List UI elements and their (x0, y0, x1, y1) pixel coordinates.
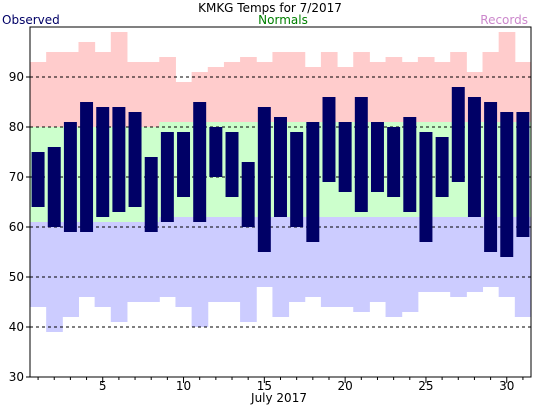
chart-title: KMKG Temps for 7/2017 (198, 1, 342, 15)
x-tick-label-30: 30 (499, 379, 514, 393)
observed-bar-day-9 (160, 132, 174, 222)
record-high-band-day-22 (369, 62, 387, 122)
record-low-band-day-20 (337, 217, 354, 307)
observed-bar-day-17 (290, 132, 304, 227)
record-high-band-day-12 (207, 67, 225, 122)
x-tick-label-5: 5 (99, 379, 107, 393)
x-tick-label-20: 20 (338, 379, 353, 393)
y-tick-label-40: 40 (9, 320, 24, 334)
observed-bar-day-29 (484, 102, 498, 252)
record-low-band-day-1 (30, 222, 47, 307)
observed-bar-day-25 (419, 132, 433, 242)
legend-records: Records (480, 13, 528, 27)
observed-bar-day-18 (306, 122, 320, 242)
record-high-band-day-31 (514, 62, 532, 122)
record-high-band-day-2 (46, 52, 63, 127)
observed-bar-day-11 (193, 102, 207, 222)
record-high-band-day-23 (385, 57, 403, 122)
record-low-band-day-11 (191, 217, 209, 327)
observed-bar-day-23 (387, 127, 401, 197)
record-low-band-day-19 (320, 217, 338, 307)
x-tick-label-15: 15 (257, 379, 272, 393)
record-low-band-day-22 (369, 217, 387, 302)
observed-bar-day-28 (467, 97, 481, 217)
observed-bar-day-15 (257, 107, 271, 252)
record-low-band-day-17 (288, 217, 306, 302)
record-high-band-day-17 (288, 52, 306, 122)
observed-bar-day-12 (209, 127, 223, 177)
record-high-band-day-6 (110, 32, 128, 127)
record-low-band-day-9 (159, 217, 176, 297)
record-low-band-day-13 (223, 217, 241, 302)
record-low-band-day-10 (175, 217, 193, 307)
observed-bar-day-1 (31, 152, 45, 207)
record-high-band-day-9 (159, 57, 176, 122)
record-high-band-day-30 (498, 32, 516, 122)
observed-bar-day-30 (500, 112, 514, 257)
y-tick-label-80: 80 (9, 120, 24, 134)
record-low-band-day-26 (434, 217, 451, 292)
observed-bar-day-21 (354, 97, 368, 212)
observed-bars-layer (31, 87, 530, 257)
record-low-band-day-16 (272, 217, 290, 317)
record-high-band-day-8 (143, 62, 160, 127)
x-axis-label: July 2017 (250, 391, 307, 405)
observed-bar-day-7 (128, 112, 142, 207)
record-low-band-day-5 (94, 222, 112, 307)
record-high-band-day-13 (223, 62, 241, 122)
record-low-band-day-8 (143, 222, 160, 302)
record-high-band-day-7 (126, 62, 144, 127)
observed-bar-day-4 (80, 102, 94, 232)
observed-bar-day-24 (403, 117, 417, 212)
record-high-band-day-3 (62, 52, 79, 127)
y-tick-label-50: 50 (9, 270, 24, 284)
observed-bar-day-26 (435, 137, 449, 197)
legend-observed: Observed (2, 13, 60, 27)
observed-bar-day-2 (47, 147, 61, 227)
observed-bar-day-22 (370, 122, 384, 192)
y-tick-label-90: 90 (9, 70, 24, 84)
observed-bar-day-14 (241, 162, 255, 227)
record-low-band-day-6 (110, 222, 128, 322)
record-low-band-day-4 (78, 222, 96, 297)
record-low-band-day-3 (62, 222, 79, 317)
record-high-band-day-1 (30, 62, 47, 127)
observed-bar-day-3 (63, 122, 77, 232)
record-low-band-day-7 (126, 222, 144, 302)
y-tick-label-60: 60 (9, 220, 24, 234)
x-tick-label-10: 10 (176, 379, 191, 393)
record-high-band-day-24 (401, 62, 419, 122)
record-low-band-day-12 (207, 217, 225, 302)
record-low-band-day-14 (240, 217, 257, 322)
record-low-band-day-21 (353, 217, 370, 312)
observed-bar-day-13 (225, 132, 239, 197)
record-low-band-day-23 (385, 217, 403, 317)
observed-bar-day-19 (322, 97, 336, 182)
observed-bar-day-8 (144, 157, 158, 232)
record-low-band-day-27 (450, 217, 467, 297)
record-low-band-day-24 (401, 217, 419, 312)
record-low-band-day-28 (466, 217, 484, 292)
observed-bar-day-20 (338, 122, 352, 192)
record-high-band-day-16 (272, 52, 290, 122)
axes-layer: 30 40 50 60 70 80 90 5 10 15 20 25 30 (9, 26, 532, 393)
record-high-band-day-26 (434, 62, 451, 122)
record-low-band-day-31 (514, 217, 532, 317)
record-high-band-day-25 (417, 57, 435, 122)
record-high-band-day-20 (337, 67, 354, 122)
observed-bar-day-27 (451, 87, 465, 182)
record-high-band-day-18 (304, 67, 322, 122)
observed-bar-day-31 (516, 112, 530, 237)
x-tick-label-25: 25 (418, 379, 433, 393)
legend-normals: Normals (258, 13, 308, 27)
record-high-band-day-14 (240, 57, 257, 122)
observed-bar-day-5 (96, 107, 110, 217)
y-tick-label-70: 70 (9, 170, 24, 184)
observed-bar-day-10 (177, 132, 191, 197)
y-tick-label-30: 30 (9, 370, 24, 384)
observed-bar-day-6 (112, 107, 126, 212)
observed-bar-day-16 (274, 117, 287, 217)
record-high-band-day-10 (175, 82, 193, 122)
